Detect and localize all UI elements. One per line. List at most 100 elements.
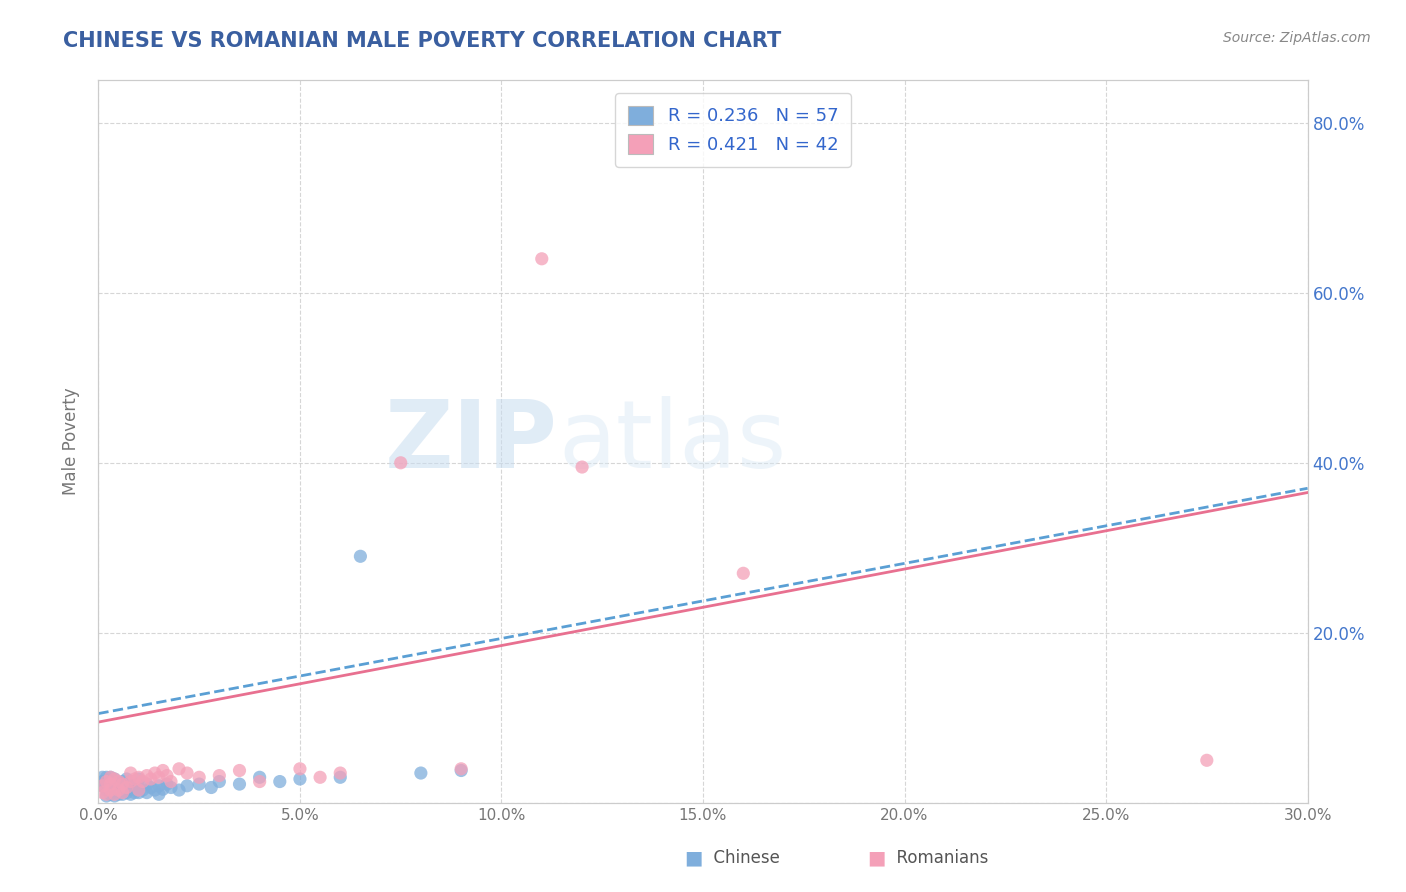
Point: [139, 772, 162, 786]
Point: [143, 766, 166, 780]
Point: [1195, 753, 1218, 767]
Point: [128, 780, 150, 795]
Point: [103, 780, 125, 795]
Text: Romanians: Romanians: [886, 849, 988, 867]
Point: [96, 783, 118, 797]
Point: [208, 774, 231, 789]
Point: [100, 770, 122, 784]
Point: [91, 770, 114, 784]
Point: [160, 774, 183, 789]
Point: [188, 770, 211, 784]
Point: [111, 782, 134, 797]
Text: Chinese: Chinese: [703, 849, 780, 867]
Point: [120, 782, 142, 797]
Point: [249, 770, 271, 784]
Point: [208, 769, 231, 783]
Point: [409, 766, 432, 780]
Point: [103, 789, 125, 803]
Point: [91, 779, 114, 793]
Point: [167, 762, 190, 776]
Point: [100, 783, 122, 797]
Point: [107, 774, 129, 789]
Text: CHINESE VS ROMANIAN MALE POVERTY CORRELATION CHART: CHINESE VS ROMANIAN MALE POVERTY CORRELA…: [63, 31, 782, 51]
Point: [160, 780, 183, 795]
Point: [120, 787, 142, 801]
Point: [91, 786, 114, 800]
Point: [128, 772, 150, 786]
Point: [128, 786, 150, 800]
Point: [124, 779, 146, 793]
Point: [120, 774, 142, 789]
Point: [100, 777, 122, 791]
Point: [103, 772, 125, 786]
Text: ZIP: ZIP: [385, 395, 558, 488]
Point: [111, 786, 134, 800]
Point: [176, 779, 198, 793]
Point: [107, 775, 129, 789]
Point: [103, 772, 125, 786]
Text: atlas: atlas: [558, 395, 786, 488]
Point: [103, 787, 125, 801]
Point: [111, 787, 134, 801]
Point: [107, 782, 129, 797]
Point: [152, 764, 174, 778]
Point: [132, 783, 155, 797]
Point: [100, 774, 122, 789]
Point: [228, 777, 250, 791]
Point: [148, 787, 170, 801]
Point: [103, 777, 125, 791]
Point: [329, 770, 352, 784]
Point: [269, 774, 291, 789]
Point: [111, 774, 134, 789]
Point: [200, 780, 222, 795]
Point: [96, 770, 118, 784]
Point: [100, 783, 122, 797]
Point: [115, 772, 138, 786]
Point: [450, 762, 472, 776]
Point: [228, 764, 250, 778]
Y-axis label: Male Poverty: Male Poverty: [62, 388, 80, 495]
Point: [309, 770, 332, 784]
Point: [329, 766, 352, 780]
Point: [530, 252, 553, 266]
Point: [115, 780, 138, 795]
Point: [139, 780, 162, 795]
Point: [100, 787, 122, 801]
Point: [188, 777, 211, 791]
Point: [156, 777, 179, 791]
Point: [100, 770, 122, 784]
Point: [107, 787, 129, 801]
Point: [115, 780, 138, 795]
Point: [124, 772, 146, 786]
Point: [120, 774, 142, 789]
Point: [389, 456, 412, 470]
Point: [96, 774, 118, 789]
Point: [143, 783, 166, 797]
Point: [176, 766, 198, 780]
Point: [128, 770, 150, 784]
Point: [148, 779, 170, 793]
Point: [135, 786, 157, 800]
Text: ■: ■: [685, 848, 703, 868]
Point: [152, 782, 174, 797]
Text: Source: ZipAtlas.com: Source: ZipAtlas.com: [1223, 31, 1371, 45]
Point: [167, 783, 190, 797]
Point: [148, 770, 170, 784]
Point: [288, 762, 311, 776]
Point: [288, 772, 311, 786]
Point: [91, 779, 114, 793]
Legend: R = 0.236   N = 57, R = 0.421   N = 42: R = 0.236 N = 57, R = 0.421 N = 42: [616, 93, 851, 167]
Point: [124, 786, 146, 800]
Point: [450, 764, 472, 778]
Point: [111, 777, 134, 791]
Point: [128, 783, 150, 797]
Point: [96, 777, 118, 791]
Point: [135, 769, 157, 783]
Point: [156, 769, 179, 783]
Point: [733, 566, 755, 581]
Point: [571, 460, 593, 475]
Point: [132, 774, 155, 789]
Point: [349, 549, 371, 564]
Point: [96, 789, 118, 803]
Point: [120, 766, 142, 780]
